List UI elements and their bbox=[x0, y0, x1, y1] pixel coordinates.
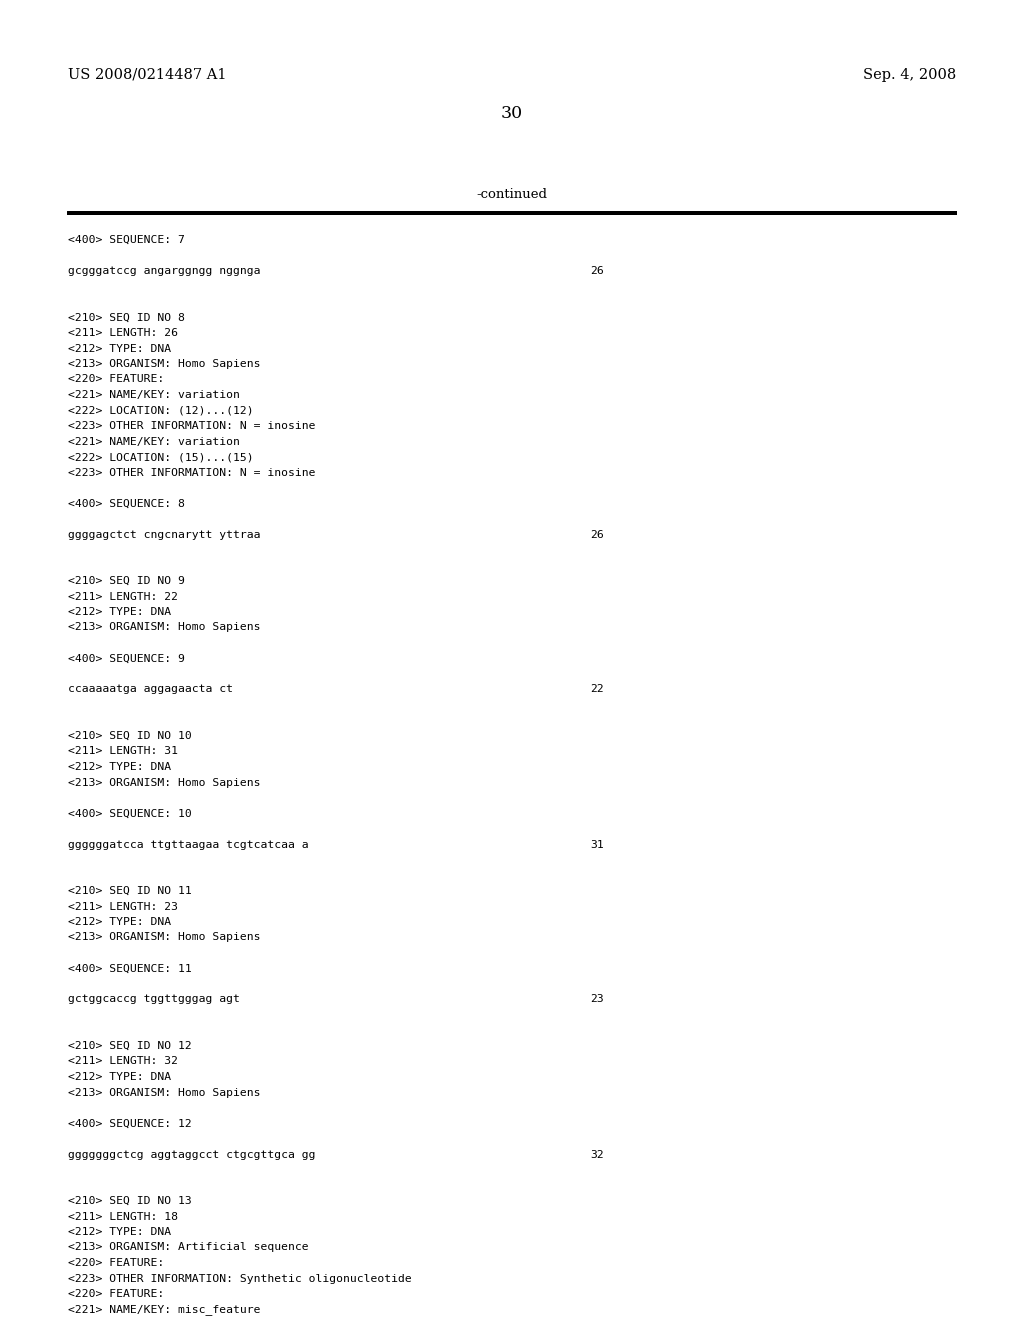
Text: <210> SEQ ID NO 9: <210> SEQ ID NO 9 bbox=[68, 576, 185, 586]
Text: <223> OTHER INFORMATION: N = inosine: <223> OTHER INFORMATION: N = inosine bbox=[68, 467, 315, 478]
Text: <212> TYPE: DNA: <212> TYPE: DNA bbox=[68, 1228, 171, 1237]
Text: <213> ORGANISM: Homo Sapiens: <213> ORGANISM: Homo Sapiens bbox=[68, 1088, 260, 1097]
Text: gggggggctcg aggtaggcct ctgcgttgca gg: gggggggctcg aggtaggcct ctgcgttgca gg bbox=[68, 1150, 315, 1159]
Text: Sep. 4, 2008: Sep. 4, 2008 bbox=[863, 69, 956, 82]
Text: <212> TYPE: DNA: <212> TYPE: DNA bbox=[68, 343, 171, 354]
Text: <400> SEQUENCE: 8: <400> SEQUENCE: 8 bbox=[68, 499, 185, 508]
Text: <400> SEQUENCE: 11: <400> SEQUENCE: 11 bbox=[68, 964, 191, 974]
Text: <213> ORGANISM: Homo Sapiens: <213> ORGANISM: Homo Sapiens bbox=[68, 777, 260, 788]
Text: <211> LENGTH: 31: <211> LENGTH: 31 bbox=[68, 747, 178, 756]
Text: <210> SEQ ID NO 10: <210> SEQ ID NO 10 bbox=[68, 731, 191, 741]
Text: ggggagctct cngcnarytt yttraa: ggggagctct cngcnarytt yttraa bbox=[68, 529, 260, 540]
Text: <212> TYPE: DNA: <212> TYPE: DNA bbox=[68, 607, 171, 616]
Text: <221> NAME/KEY: variation: <221> NAME/KEY: variation bbox=[68, 389, 240, 400]
Text: -continued: -continued bbox=[476, 187, 548, 201]
Text: <220> FEATURE:: <220> FEATURE: bbox=[68, 1258, 164, 1269]
Text: 31: 31 bbox=[590, 840, 604, 850]
Text: <223> OTHER INFORMATION: N = inosine: <223> OTHER INFORMATION: N = inosine bbox=[68, 421, 315, 432]
Text: <221> NAME/KEY: misc_feature: <221> NAME/KEY: misc_feature bbox=[68, 1304, 260, 1316]
Text: <211> LENGTH: 26: <211> LENGTH: 26 bbox=[68, 327, 178, 338]
Text: <222> LOCATION: (12)...(12): <222> LOCATION: (12)...(12) bbox=[68, 405, 254, 416]
Text: <222> LOCATION: (15)...(15): <222> LOCATION: (15)...(15) bbox=[68, 451, 254, 462]
Text: <212> TYPE: DNA: <212> TYPE: DNA bbox=[68, 917, 171, 927]
Text: <212> TYPE: DNA: <212> TYPE: DNA bbox=[68, 762, 171, 772]
Text: <211> LENGTH: 18: <211> LENGTH: 18 bbox=[68, 1212, 178, 1221]
Text: <400> SEQUENCE: 12: <400> SEQUENCE: 12 bbox=[68, 1118, 191, 1129]
Text: <210> SEQ ID NO 12: <210> SEQ ID NO 12 bbox=[68, 1041, 191, 1051]
Text: 30: 30 bbox=[501, 106, 523, 121]
Text: <210> SEQ ID NO 8: <210> SEQ ID NO 8 bbox=[68, 313, 185, 322]
Text: <212> TYPE: DNA: <212> TYPE: DNA bbox=[68, 1072, 171, 1082]
Text: <223> OTHER INFORMATION: Synthetic oligonucleotide: <223> OTHER INFORMATION: Synthetic oligo… bbox=[68, 1274, 412, 1283]
Text: 22: 22 bbox=[590, 685, 604, 694]
Text: <210> SEQ ID NO 11: <210> SEQ ID NO 11 bbox=[68, 886, 191, 896]
Text: <400> SEQUENCE: 10: <400> SEQUENCE: 10 bbox=[68, 808, 191, 818]
Text: <400> SEQUENCE: 7: <400> SEQUENCE: 7 bbox=[68, 235, 185, 246]
Text: ccaaaaatga aggagaacta ct: ccaaaaatga aggagaacta ct bbox=[68, 685, 233, 694]
Text: 23: 23 bbox=[590, 994, 604, 1005]
Text: <210> SEQ ID NO 13: <210> SEQ ID NO 13 bbox=[68, 1196, 191, 1206]
Text: <220> FEATURE:: <220> FEATURE: bbox=[68, 375, 164, 384]
Text: ggggggatcca ttgttaagaa tcgtcatcaa a: ggggggatcca ttgttaagaa tcgtcatcaa a bbox=[68, 840, 308, 850]
Text: <211> LENGTH: 22: <211> LENGTH: 22 bbox=[68, 591, 178, 602]
Text: <220> FEATURE:: <220> FEATURE: bbox=[68, 1290, 164, 1299]
Text: <213> ORGANISM: Homo Sapiens: <213> ORGANISM: Homo Sapiens bbox=[68, 359, 260, 370]
Text: gcgggatccg angarggngg nggnga: gcgggatccg angarggngg nggnga bbox=[68, 267, 260, 276]
Text: 32: 32 bbox=[590, 1150, 604, 1159]
Text: <213> ORGANISM: Homo Sapiens: <213> ORGANISM: Homo Sapiens bbox=[68, 623, 260, 632]
Text: 26: 26 bbox=[590, 529, 604, 540]
Text: <221> NAME/KEY: variation: <221> NAME/KEY: variation bbox=[68, 437, 240, 446]
Text: <400> SEQUENCE: 9: <400> SEQUENCE: 9 bbox=[68, 653, 185, 664]
Text: <211> LENGTH: 32: <211> LENGTH: 32 bbox=[68, 1056, 178, 1067]
Text: US 2008/0214487 A1: US 2008/0214487 A1 bbox=[68, 69, 226, 82]
Text: <211> LENGTH: 23: <211> LENGTH: 23 bbox=[68, 902, 178, 912]
Text: <213> ORGANISM: Homo Sapiens: <213> ORGANISM: Homo Sapiens bbox=[68, 932, 260, 942]
Text: <213> ORGANISM: Artificial sequence: <213> ORGANISM: Artificial sequence bbox=[68, 1242, 308, 1253]
Text: 26: 26 bbox=[590, 267, 604, 276]
Text: gctggcaccg tggttgggag agt: gctggcaccg tggttgggag agt bbox=[68, 994, 240, 1005]
